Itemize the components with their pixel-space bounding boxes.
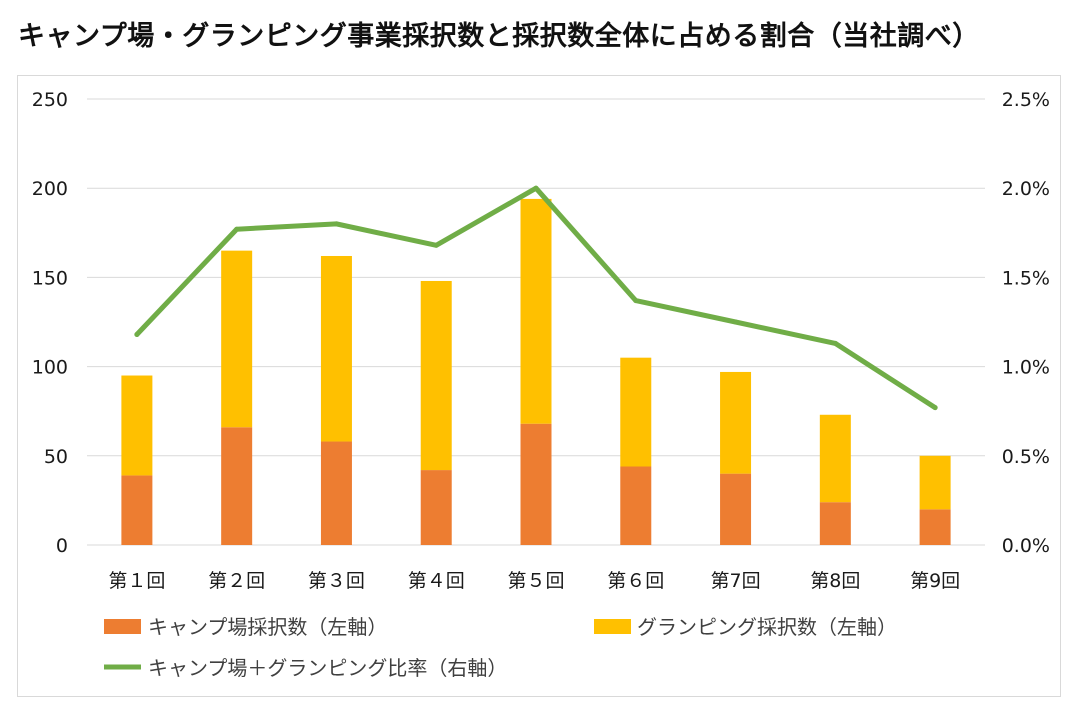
x-tick-label: 第9回 (910, 570, 960, 592)
ratio-point (433, 242, 439, 248)
x-tick-label: 第６回 (607, 570, 664, 592)
ratio-point (932, 405, 938, 411)
bar-camp (919, 509, 951, 545)
ratio-point (333, 221, 339, 227)
y-left-tick-label: 0 (56, 535, 68, 557)
legend-swatch-camp (104, 619, 141, 634)
ratio-point (533, 185, 539, 191)
bar-camp (320, 441, 352, 545)
y-left-tick-label: 100 (32, 357, 68, 379)
legend-label-glamping: グランピング採択数（左軸） (637, 615, 897, 639)
bar-camp (221, 427, 253, 545)
x-tick-label: 第7回 (711, 570, 761, 592)
y-right-tick-label: 1.0% (1002, 357, 1050, 379)
ratio-point (733, 319, 739, 325)
bar-glamping (420, 280, 452, 471)
bar-glamping (121, 375, 153, 476)
bar-glamping (320, 255, 352, 442)
bar-glamping (919, 455, 951, 510)
y-left-tick-label: 150 (32, 267, 68, 289)
bar-glamping (720, 371, 752, 474)
bar-camp (720, 473, 752, 545)
bar-camp (121, 475, 153, 545)
x-tick-label: 第２回 (208, 570, 265, 592)
ratio-point (832, 340, 838, 346)
y-right-tick-label: 2.0% (1002, 178, 1050, 200)
bar-glamping (819, 414, 851, 503)
y-right-tick-label: 1.5% (1002, 267, 1050, 289)
y-left-tick-label: 50 (44, 446, 68, 468)
y-left-tick-label: 200 (32, 178, 68, 200)
bar-glamping (221, 250, 253, 428)
ratio-point (134, 331, 140, 337)
legend-swatch-glamping (594, 619, 631, 634)
chart-frame (17, 75, 1061, 697)
x-tick-label: 第４回 (408, 570, 465, 592)
legend-label-ratio: キャンプ場＋グランピング比率（右軸） (148, 656, 507, 680)
bar-camp (819, 502, 851, 545)
bar-camp (520, 423, 552, 545)
y-right-tick-label: 2.5% (1002, 89, 1050, 111)
bar-glamping (620, 357, 652, 467)
y-right-tick-label: 0.5% (1002, 446, 1050, 468)
x-tick-label: 第8回 (810, 570, 860, 592)
ratio-point (633, 298, 639, 304)
y-right-tick-label: 0.0% (1002, 535, 1050, 557)
chart-title: キャンプ場・グランピング事業採択数と採択数全体に占める割合（当社調べ） (18, 21, 980, 52)
y-left-tick-label: 250 (32, 89, 68, 111)
bar-camp (420, 470, 452, 545)
bar-glamping (520, 198, 552, 424)
ratio-point (234, 226, 240, 232)
x-tick-label: 第５回 (507, 570, 564, 592)
x-tick-label: 第１回 (108, 570, 165, 592)
legend-label-camp: キャンプ場採択数（左軸） (148, 615, 387, 639)
bar-camp (620, 466, 652, 545)
x-tick-label: 第３回 (308, 570, 365, 592)
